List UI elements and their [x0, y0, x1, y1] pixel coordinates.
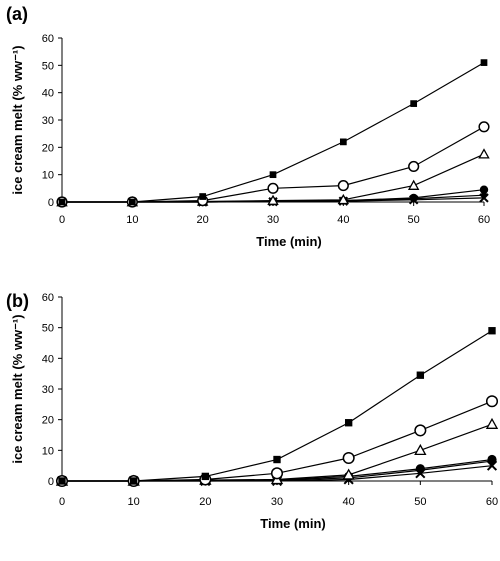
x-tick-label: 10	[128, 496, 140, 508]
series-markers-1	[58, 327, 496, 485]
x-tick-label: 60	[486, 496, 498, 508]
y-tick-label: 60	[42, 33, 54, 45]
y-tick-label: 40	[42, 353, 54, 365]
y-tick-label: 50	[42, 60, 54, 72]
data-point	[58, 477, 66, 485]
x-tick-label: 0	[59, 496, 65, 508]
y-axis-title: ice cream melt (% ww⁻¹)	[10, 45, 25, 194]
y-tick-label: 10	[42, 445, 54, 457]
data-point	[407, 179, 420, 190]
data-point	[479, 190, 489, 200]
x-axis-title: Time (min)	[256, 234, 322, 249]
data-point	[339, 138, 347, 146]
x-tick-label: 40	[337, 214, 349, 226]
data-point	[201, 472, 210, 481]
data-point	[199, 193, 207, 200]
data-point	[478, 121, 490, 133]
y-tick-label: 0	[48, 476, 54, 488]
data-point	[58, 198, 66, 206]
series-markers-1	[58, 59, 488, 206]
x-tick-label: 0	[59, 214, 65, 226]
x-tick-label: 40	[343, 496, 355, 508]
data-point	[270, 467, 284, 480]
data-point	[480, 59, 488, 66]
x-tick-label: 50	[414, 496, 426, 508]
data-point	[487, 454, 497, 465]
y-tick-label: 30	[42, 384, 54, 396]
data-point	[408, 160, 420, 173]
y-axis-title: ice cream melt (% ww⁻¹)	[10, 314, 25, 463]
data-point	[269, 171, 277, 179]
data-point	[129, 477, 138, 485]
data-point	[267, 194, 279, 205]
x-tick-label: 30	[271, 496, 283, 508]
data-point	[409, 193, 418, 203]
data-point	[416, 371, 425, 379]
data-point	[273, 455, 281, 464]
panel-a: (a) 0 10 20 30 40 50 60 0 10 20 30 40 50 60 Time (min) i…	[6, 4, 490, 249]
series-markers-2	[56, 121, 490, 208]
y-tick-label: 20	[42, 415, 54, 427]
data-point	[485, 395, 499, 408]
y-tick-label: 60	[42, 292, 54, 304]
data-point	[342, 468, 355, 480]
panel-b: (b) 0 10 20 30 40 50 60 0 10 20 30 40 50 60 Time (min) i…	[6, 291, 499, 531]
x-tick-label: 50	[408, 214, 420, 226]
panel-label: (b)	[6, 291, 29, 311]
data-point	[267, 182, 279, 194]
y-tick-label: 10	[42, 170, 54, 182]
data-point	[488, 327, 496, 335]
x-tick-label: 30	[267, 214, 279, 226]
data-point	[344, 419, 353, 427]
x-axis-title: Time (min)	[260, 516, 326, 531]
data-point	[128, 198, 136, 206]
x-tick-label: 10	[126, 214, 138, 226]
data-point	[337, 180, 349, 192]
data-point	[415, 464, 425, 474]
data-point	[478, 148, 490, 159]
y-tick-label: 30	[42, 115, 54, 127]
data-point	[414, 443, 427, 456]
data-point	[479, 185, 489, 194]
y-tick-label: 0	[48, 197, 54, 209]
data-point	[410, 100, 418, 107]
data-point	[337, 193, 350, 205]
data-point	[414, 424, 427, 437]
y-tick-label: 50	[42, 323, 54, 335]
data-point	[342, 451, 355, 465]
x-tick-label: 60	[478, 214, 490, 226]
x-tick-label: 20	[197, 214, 209, 226]
panel-label: (a)	[6, 4, 28, 24]
x-tick-label: 20	[199, 496, 211, 508]
series-line-1	[62, 62, 485, 203]
y-tick-label: 20	[42, 142, 54, 154]
y-tick-label: 40	[42, 88, 54, 100]
data-point	[485, 417, 499, 429]
